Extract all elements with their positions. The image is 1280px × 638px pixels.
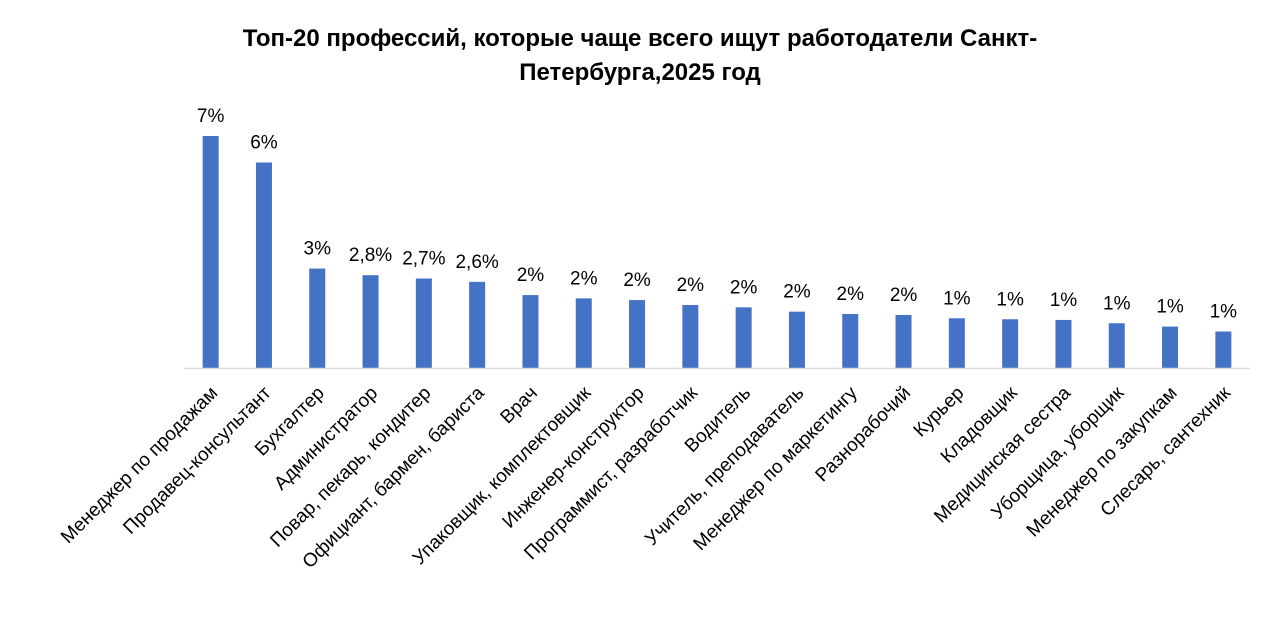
bar-19	[1162, 326, 1179, 368]
bar-15	[948, 318, 965, 368]
bar-9	[629, 300, 646, 368]
bar-11	[735, 307, 752, 368]
data-label-20: 1%	[1210, 302, 1238, 323]
bar-20	[1215, 331, 1232, 368]
bar-13	[842, 313, 859, 368]
bar-2	[255, 162, 272, 368]
data-label-9: 2%	[623, 270, 651, 291]
bar-7	[522, 295, 539, 368]
data-label-3: 3%	[304, 239, 332, 260]
data-label-2: 6%	[250, 133, 278, 154]
data-label-16: 1%	[996, 289, 1024, 310]
bar-14	[895, 314, 912, 368]
x-tick-label-14: Разнорабочий	[812, 383, 916, 487]
data-label-4: 2,8%	[349, 245, 392, 266]
bar-12	[788, 311, 805, 368]
data-label-11: 2%	[730, 277, 758, 298]
bars	[202, 136, 1232, 368]
data-label-15: 1%	[943, 288, 971, 309]
data-labels: 7% 6% 3% 2,8% 2,7% 2,6% 2% 2% 2% 2% 2% 2% 2% 2% 1% 1% 1%…	[197, 106, 1237, 323]
data-label-7: 2%	[517, 265, 545, 286]
data-label-5: 2,7%	[402, 249, 445, 270]
data-label-6: 2,6%	[455, 252, 498, 273]
chart-title-line-1: Топ-20 профессий, которые чаще всего ищу…	[243, 25, 1037, 52]
bar-17	[1055, 319, 1072, 368]
bar-18	[1108, 323, 1125, 368]
bar-10	[682, 305, 699, 368]
x-tick-label-7: Врач	[497, 383, 542, 428]
data-label-12: 2%	[783, 282, 811, 303]
data-label-14: 2%	[890, 285, 918, 306]
data-label-17: 1%	[1050, 290, 1078, 311]
bar-8	[575, 298, 592, 368]
data-label-10: 2%	[677, 275, 705, 296]
bar-6	[469, 281, 486, 368]
data-label-18: 1%	[1103, 293, 1131, 314]
bar-16	[1002, 319, 1019, 368]
bar-3	[309, 268, 326, 368]
data-label-13: 2%	[837, 284, 865, 305]
data-label-19: 1%	[1156, 297, 1184, 318]
chart-title-line-2: Петербурга,2025 год	[519, 59, 761, 86]
data-label-8: 2%	[570, 268, 598, 289]
bar-4	[362, 275, 379, 368]
x-tick-labels: Менеджер по продажамПродавец-консультант…	[57, 382, 1235, 573]
bar-1	[202, 136, 219, 368]
bar-5	[415, 278, 432, 368]
chart-title: Топ-20 профессий, которые чаще всего ищу…	[243, 25, 1037, 86]
data-label-1: 7%	[197, 106, 225, 127]
